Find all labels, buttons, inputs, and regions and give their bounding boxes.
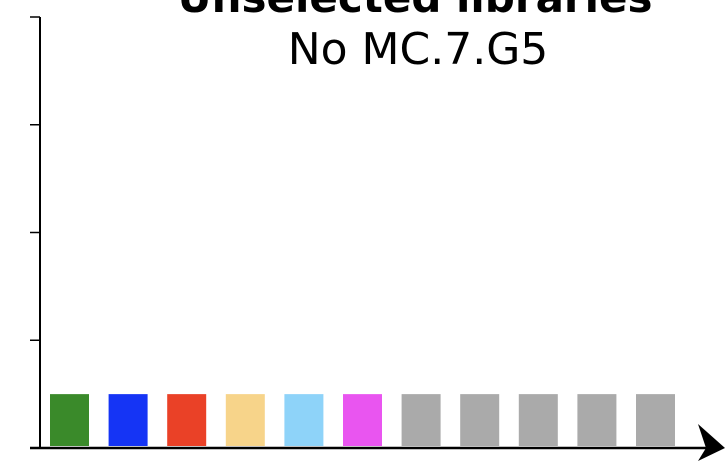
bar — [108, 394, 148, 446]
bar — [577, 394, 617, 446]
chart-title: Unselected libraries — [177, 0, 652, 22]
bar — [343, 394, 382, 446]
bar — [50, 394, 89, 446]
chart-subtitle: No MC.7.G5 — [288, 24, 549, 75]
bar — [401, 394, 441, 446]
bar — [518, 394, 558, 446]
bar — [460, 394, 500, 446]
x-axis-arrow — [698, 424, 725, 461]
bar — [167, 394, 207, 446]
bar — [636, 394, 675, 446]
bar — [284, 394, 324, 446]
bar — [225, 394, 265, 446]
